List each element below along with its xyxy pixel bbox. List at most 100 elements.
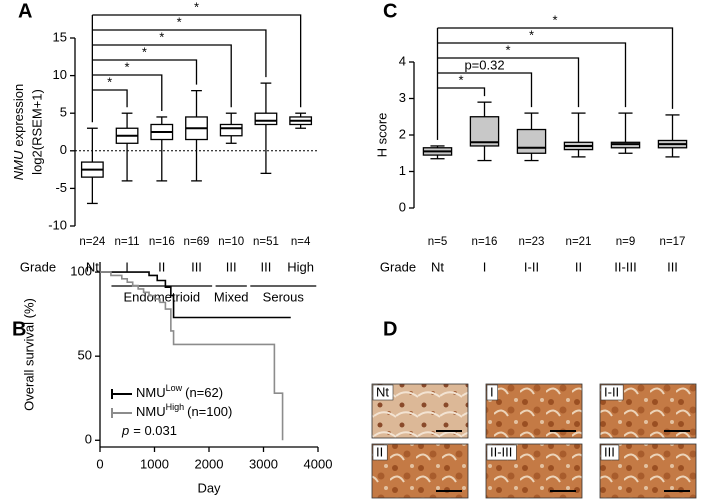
legend-label: NMULow (n=62) [136, 383, 223, 400]
significance-label: * [552, 12, 557, 27]
panel-label: B [12, 318, 26, 340]
y-tick-label: 2 [399, 126, 406, 141]
significance-label: * [159, 29, 164, 44]
x-tick-label: III [226, 259, 237, 274]
significance-label: * [177, 14, 182, 29]
x-tick-label: III [667, 259, 678, 274]
box [516, 128, 547, 154]
y-tick-label: 100 [70, 264, 92, 279]
x-tick-label: Nt [431, 259, 444, 274]
significance-label: * [529, 27, 534, 42]
y-tick-label: -10 [48, 217, 67, 232]
n-label: n=51 [253, 236, 279, 248]
legend-n: (n=100) [187, 404, 232, 419]
micrograph-label: I [490, 384, 494, 399]
significance-bracket [437, 27, 674, 109]
n-label: n=16 [149, 236, 175, 248]
significance-label: * [458, 72, 463, 87]
legend-swatch [111, 408, 132, 418]
x-tick-label: III [261, 259, 272, 274]
x-tick-label: II [158, 259, 165, 274]
significance-bracket [92, 74, 163, 111]
significance-label: * [125, 59, 130, 74]
n-label: n=24 [79, 236, 106, 248]
grade-label: Grade [20, 259, 56, 274]
micrograph-label-box [600, 444, 620, 461]
significance-bracket [92, 89, 128, 108]
significance-bracket [437, 87, 486, 97]
n-label: n=9 [616, 236, 636, 248]
significance-bracket [437, 42, 627, 108]
y-tick-label: 0 [60, 142, 67, 157]
n-label: n=4 [291, 236, 311, 248]
micrograph-label: II [376, 444, 383, 459]
significance-bracket [437, 57, 580, 108]
legend-n: (n=62) [185, 385, 223, 400]
significance-bracket [92, 44, 232, 108]
n-label: n=17 [660, 236, 686, 248]
y-tick-label: 3 [399, 90, 406, 105]
x-tick-label: I [483, 259, 487, 274]
y-tick-label: 1 [399, 163, 406, 178]
micrograph-label-box [372, 384, 394, 401]
y-tick-label: 0 [399, 199, 406, 214]
micrograph-label-box [372, 444, 388, 461]
x-tick-label: 1000 [140, 456, 169, 471]
micrograph-label: Nt [376, 384, 389, 399]
significance-bracket [92, 29, 267, 78]
x-tick-label: High [287, 259, 314, 274]
legend-sup: Low [166, 383, 183, 393]
y-axis-label-gene: NMU [11, 150, 26, 180]
significance-label: * [142, 44, 147, 59]
y-tick-label: 50 [78, 348, 92, 363]
micrograph-label-box [486, 384, 498, 401]
legend-name: NMU [136, 404, 166, 419]
n-label: n=23 [519, 236, 545, 248]
significance-bracket [92, 14, 302, 108]
x-tick-label: II-III [614, 259, 636, 274]
x-tick-label: III [191, 259, 202, 274]
y-axis-label: log2(RSEM+1) [29, 89, 44, 175]
n-label: n=5 [428, 236, 448, 248]
x-tick-label: 0 [96, 456, 103, 471]
p-symbol: p [121, 423, 129, 438]
y-tick-label: 4 [399, 53, 406, 68]
micrograph-label: I-II [604, 384, 619, 399]
box [469, 116, 500, 147]
y-tick-label: -5 [55, 180, 67, 195]
significance-bracket [437, 72, 533, 108]
x-tick-label: 3000 [249, 456, 278, 471]
significance-label: * [107, 74, 112, 89]
survival-curve [100, 271, 291, 319]
group-label: Mixed [214, 289, 249, 304]
y-axis-label: NMU expression [11, 84, 26, 180]
y-tick-label: 10 [53, 67, 67, 82]
panel-label: D [383, 318, 397, 340]
n-label: n=10 [218, 236, 244, 248]
y-axis-label-text: expression [11, 84, 26, 147]
y-axis-label: Overall survival (%) [21, 298, 36, 411]
n-label: n=11 [115, 236, 140, 248]
x-tick-label: 4000 [304, 456, 333, 471]
n-label: n=16 [472, 236, 498, 248]
x-axis-label: Day [197, 480, 221, 495]
group-label: Serous [263, 289, 305, 304]
y-axis-label: H score [374, 113, 389, 158]
panel-label: C [383, 0, 397, 22]
significance-bracket [92, 59, 198, 85]
box [254, 112, 278, 126]
x-tick-label: 2000 [195, 456, 224, 471]
micrograph [371, 443, 469, 499]
micrograph [485, 383, 583, 439]
micrograph-label: II-III [490, 444, 512, 459]
micrograph-label: III [604, 444, 615, 459]
y-tick-label: 15 [53, 29, 67, 44]
panel-label: A [18, 0, 32, 22]
box [219, 123, 243, 137]
x-tick-label: Nt [86, 259, 99, 274]
micrograph-label-box [486, 444, 517, 461]
significance-label: * [194, 0, 199, 14]
y-tick-label: 5 [60, 105, 67, 120]
n-label: n=69 [184, 236, 210, 248]
legend-swatch [111, 389, 132, 399]
